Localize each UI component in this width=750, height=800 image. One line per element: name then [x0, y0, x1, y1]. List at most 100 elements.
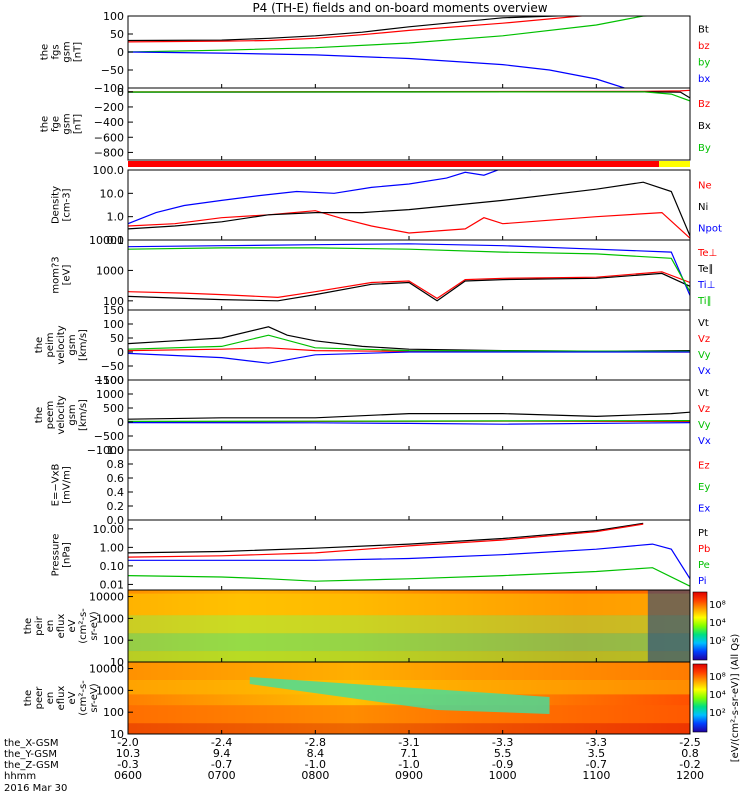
y-tick-label: 1000: [96, 612, 124, 625]
x-axis-row-value: 9.4: [213, 747, 231, 760]
y-tick-label: 10: [110, 656, 124, 669]
legend-entry: Pi: [698, 576, 707, 587]
legend-entry: Bt: [698, 24, 709, 35]
y-tick-label: 1.00: [100, 541, 125, 554]
panel-fge: Bz Bx By 0 −200 −400 −600 −800 thefgegsm[nT]: [40, 86, 711, 161]
x-axis-row-value: -2.5: [679, 736, 700, 749]
panel-density: Ne Ni Npot 100.0 10.0 1.0 0.1 Density[cm-3]: [51, 164, 722, 247]
y-tick-label: 500: [103, 402, 124, 415]
legend-entry: Te∥: [697, 264, 714, 275]
legend-entry: bz: [698, 41, 710, 52]
x-tick-label: 0800: [301, 769, 329, 782]
x-axis-row-value: -2.4: [211, 736, 232, 749]
spectrogram-band: [128, 593, 690, 616]
y-axis-label-line: (cm²-s-: [78, 680, 89, 716]
x-tick-label: 1200: [676, 769, 704, 782]
legend-entry: Te⊥: [697, 248, 717, 259]
spectrogram-band: [128, 662, 690, 680]
spectrogram-band: [128, 615, 690, 634]
y-axis-label-line: mom?3: [51, 256, 62, 293]
y-axis-label-line: the: [23, 690, 34, 706]
y-axis-label-line: en: [45, 620, 56, 633]
y-tick-label: 0.4: [107, 486, 125, 499]
y-tick-label: 0.0: [107, 514, 125, 527]
y-axis-label-line: gsm: [67, 404, 78, 425]
y-tick-label: 10.0: [100, 187, 125, 200]
y-tick-label: 1000: [96, 388, 124, 401]
colorbar-tick-label: 10²: [709, 636, 726, 647]
colorbar: [692, 591, 708, 661]
x-axis-row-value: -2.0: [117, 736, 138, 749]
y-tick-label: −800: [94, 146, 124, 159]
date-label: 2016 Mar 30: [4, 783, 67, 794]
series-line: [128, 210, 690, 239]
y-axis-label-line: [km/s]: [78, 329, 89, 361]
y-tick-label: 100: [103, 295, 124, 308]
y-axis-label-line: fge: [51, 116, 62, 132]
y-axis-label-line: [nT]: [73, 114, 84, 134]
x-axis-row-value: -0.9: [492, 758, 513, 771]
y-axis-label-line: sr-eV): [89, 683, 100, 712]
y-axis-label: thepeimvelocitygsm[km/s]: [34, 325, 89, 364]
y-tick-label: 1000: [96, 264, 124, 277]
y-axis-label-line: eV: [67, 691, 78, 704]
x-axis-row-value: -0.2: [679, 758, 700, 771]
y-axis-label-line: the: [40, 116, 51, 132]
legend-entry: Vx: [698, 366, 711, 377]
y-tick-label: 10: [110, 728, 124, 741]
y-axis-label-line: peer: [34, 686, 45, 710]
series-line: [128, 51, 653, 88]
series-line: [128, 91, 690, 99]
colorbar-tick-label: 10⁴: [709, 618, 726, 629]
mode-bar-segment: [659, 161, 690, 167]
spectrogram-band: [128, 723, 690, 734]
x-axis-row-value: -1.0: [305, 758, 326, 771]
colorbar: [692, 663, 708, 733]
series-line: [128, 271, 690, 300]
y-axis-label-line: velocity: [56, 325, 67, 364]
spectrogram-band: [249, 677, 550, 714]
y-tick-label: 0: [117, 86, 124, 99]
panel-peer: 10⁸ 10⁴ 10² 10000 1000 100 10 thepeerenefluxeV(…: [23, 661, 726, 741]
mode-bar-segment: [128, 161, 660, 167]
series-line: [128, 272, 690, 302]
series-line: [128, 334, 690, 352]
panel-frame: [127, 87, 691, 161]
y-axis-label-line: [cm-3]: [62, 188, 73, 221]
panel-frame: [127, 169, 691, 241]
series-line: [128, 522, 644, 554]
legend-entry: Vx: [698, 436, 711, 447]
series-line: [128, 543, 690, 580]
y-axis-label-line: Pressure: [51, 534, 62, 577]
y-axis-label: Pressure[nPa]: [51, 534, 73, 577]
spectrogram-band: [128, 705, 690, 724]
x-tick-label: 0700: [208, 769, 236, 782]
legend-entry: Ex: [698, 503, 710, 514]
legend-entry: Ti∥: [697, 296, 712, 307]
y-tick-label: 0.01: [100, 578, 125, 591]
y-axis-label: thepeemvelocitygsm[km/s]: [34, 395, 89, 434]
y-axis-label: thefgsgsm[nT]: [40, 41, 84, 62]
y-tick-label: 0.1: [107, 234, 125, 247]
legend-entry: Pb: [698, 544, 710, 555]
y-tick-label: −50: [101, 360, 124, 373]
x-axis-row-value: 10.3: [116, 747, 141, 760]
y-tick-label: 0: [117, 46, 124, 59]
colorbar-tick-label: 10⁸: [709, 672, 726, 683]
panel-frame: [127, 449, 691, 521]
legend-entry: Vt: [698, 318, 709, 329]
y-axis-label-line: the: [34, 337, 45, 353]
x-axis-row-value: -0.3: [117, 758, 138, 771]
legend-entry: Ni: [698, 202, 708, 213]
colorbar-tick-label: 10²: [709, 708, 726, 719]
x-axis-row-label: the_Y-GSM: [4, 749, 57, 760]
y-tick-label: 150: [103, 304, 124, 317]
spectrogram-band: [128, 633, 690, 652]
x-axis-row-value: 7.1: [400, 747, 418, 760]
x-axis-row-value: 3.5: [588, 747, 606, 760]
y-tick-label: 1000: [96, 684, 124, 697]
legend-entry: Bz: [698, 99, 710, 110]
y-axis-label-line: velocity: [56, 395, 67, 434]
